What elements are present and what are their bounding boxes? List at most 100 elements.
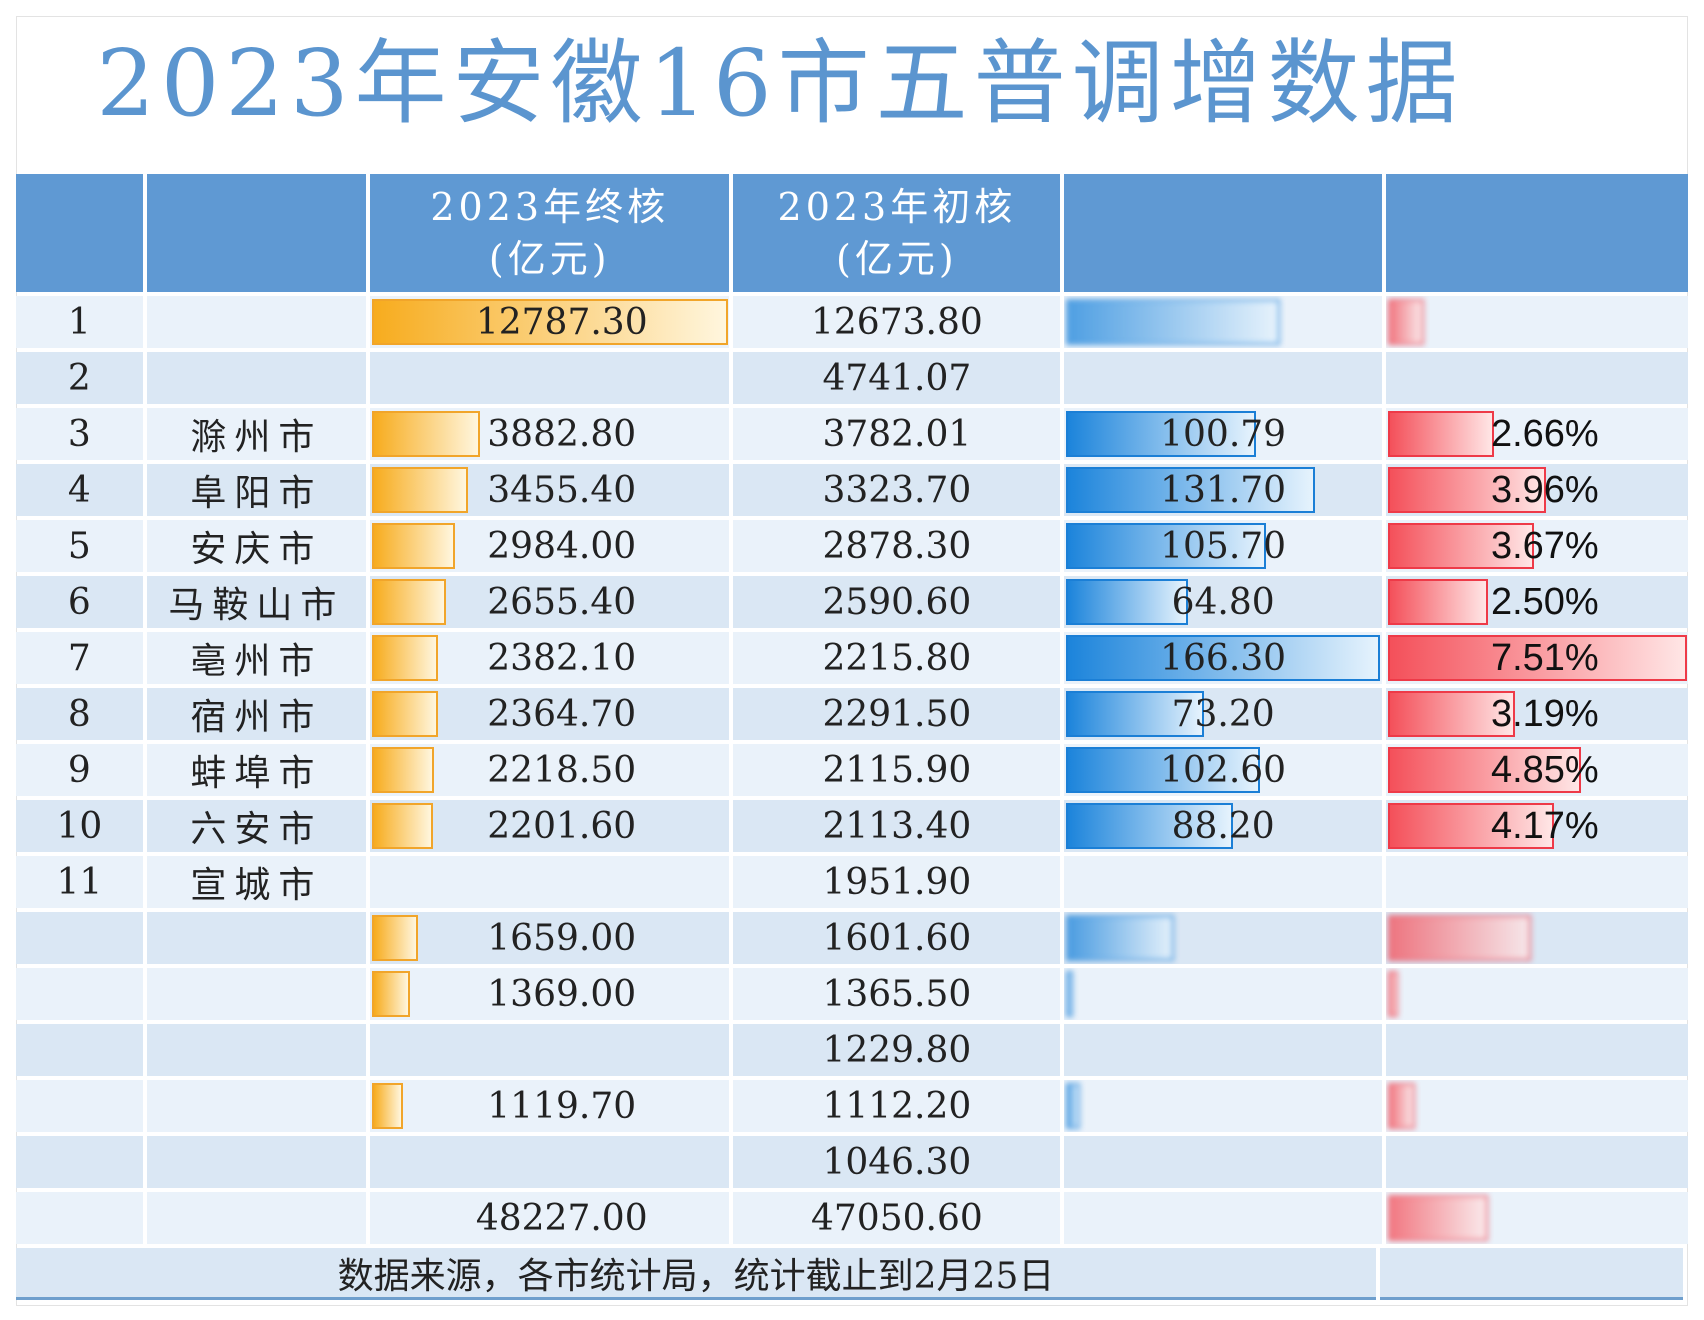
initial-value-cell: 1951.90: [733, 856, 1061, 908]
final-value-cell: [370, 856, 730, 908]
rank-cell: [16, 1024, 143, 1076]
city-cell: 宿州市: [146, 688, 367, 740]
rank-cell: 9: [16, 744, 143, 796]
rate-value-cell: [1385, 352, 1688, 404]
header-col-initial-line2: (亿元): [836, 237, 958, 281]
diff-value-cell: [1064, 912, 1382, 964]
final-value-cell-value: 3455.40: [487, 469, 637, 511]
final-bar: [372, 411, 481, 457]
initial-value-cell-value: 3323.70: [822, 469, 972, 511]
initial-value-cell: 1112.20: [733, 1080, 1061, 1132]
final-bar: [372, 747, 435, 793]
page-title: 2023年安徽16市五普调增数据: [96, 30, 1464, 137]
rank-cell: [16, 1080, 143, 1132]
diff-value-cell: 166.30: [1064, 632, 1382, 684]
final-bar: [372, 691, 439, 737]
rate-bar: [1387, 971, 1398, 1017]
rank-cell-value: 3: [67, 413, 91, 455]
rank-cell: 7: [16, 632, 143, 684]
diff-bar: [1066, 747, 1261, 793]
diff-value-cell: [1064, 1080, 1382, 1132]
final-bar: [372, 1083, 404, 1129]
rate-value-cell: 2.50%: [1385, 576, 1688, 628]
city-cell-value: 阜阳市: [190, 473, 323, 514]
initial-value-cell: 2590.60: [733, 576, 1061, 628]
city-cell: [146, 352, 367, 404]
rank-cell-value: 7: [67, 637, 91, 679]
final-value-cell-value: 3882.80: [487, 413, 637, 455]
rate-value-cell: 3.96%: [1385, 464, 1688, 516]
table-row: 1046.30: [16, 1136, 1688, 1188]
table-row: 48227.00 47050.60: [16, 1192, 1688, 1244]
rate-value-cell: 3.19%: [1385, 688, 1688, 740]
diff-value-cell: 100.79: [1064, 408, 1382, 460]
rank-cell: 3: [16, 408, 143, 460]
diff-value-cell: [1064, 352, 1382, 404]
final-value-cell-value: 2984.00: [487, 525, 637, 567]
table-header: 2023年终核 (亿元) 2023年初核 (亿元): [16, 174, 1688, 292]
table-row: 6 马鞍山市 2655.40 2590.60 64.80 2.50%: [16, 576, 1688, 628]
diff-value-cell: [1064, 1136, 1382, 1188]
rate-bar: [1387, 411, 1494, 457]
city-cell: 阜阳市: [146, 464, 367, 516]
header-col-final: 2023年终核 (亿元): [370, 174, 730, 292]
rate-value-cell: 4.85%: [1385, 744, 1688, 796]
rank-cell-value: 1: [67, 301, 91, 343]
final-bar: [372, 523, 456, 569]
rate-bar: [1387, 803, 1554, 849]
initial-value-cell-value: 2115.90: [822, 749, 972, 791]
diff-value-cell: 131.70: [1064, 464, 1382, 516]
final-bar: [372, 579, 447, 625]
initial-value-cell-value: 12673.80: [810, 301, 983, 343]
final-value-cell: 2655.40: [370, 576, 730, 628]
final-value-cell: 2201.60: [370, 800, 730, 852]
rate-bar: [1387, 1083, 1415, 1129]
rate-value-cell-value: 3.67%: [1490, 524, 1599, 567]
final-value-cell-value: 2201.60: [487, 805, 637, 847]
city-cell: 宣城市: [146, 856, 367, 908]
rank-cell: 1: [16, 296, 143, 348]
table-row: 11 宣城市 1951.90: [16, 856, 1688, 908]
city-cell: 安庆市: [146, 520, 367, 572]
city-cell-value: 安庆市: [190, 529, 323, 570]
rank-cell: 2: [16, 352, 143, 404]
city-cell: 蚌埠市: [146, 744, 367, 796]
initial-value-cell: 1229.80: [733, 1024, 1061, 1076]
rate-value-cell: 4.17%: [1385, 800, 1688, 852]
final-value-cell: 2364.70: [370, 688, 730, 740]
rate-value-cell-value: 3.96%: [1490, 468, 1599, 511]
diff-value-cell: [1064, 1024, 1382, 1076]
header-col-initial-line1: 2023年初核: [777, 185, 1017, 229]
initial-value-cell: 4741.07: [733, 352, 1061, 404]
rank-cell: 4: [16, 464, 143, 516]
diff-bar: [1066, 579, 1189, 625]
diff-value-cell-value: 88.20: [1171, 805, 1275, 847]
city-cell-value: 马鞍山市: [168, 585, 345, 626]
diff-bar: [1066, 1083, 1081, 1129]
initial-value-cell: 12673.80: [733, 296, 1061, 348]
final-value-cell: 1659.00: [370, 912, 730, 964]
rate-value-cell-value: 3.19%: [1490, 692, 1599, 735]
final-value-cell-value: 2382.10: [487, 637, 637, 679]
rate-value-cell: [1385, 296, 1688, 348]
table-footer: 数据来源，各市统计局，统计截止到2月25日: [16, 1248, 1688, 1300]
initial-value-cell-value: 3782.01: [822, 413, 972, 455]
diff-value-cell-value: 73.20: [1171, 693, 1275, 735]
city-cell: 马鞍山市: [146, 576, 367, 628]
table-row: 2 4741.07: [16, 352, 1688, 404]
diff-value-cell: 73.20: [1064, 688, 1382, 740]
table-row: 3 滁州市 3882.80 3782.01 100.79 2.66%: [16, 408, 1688, 460]
header-col-rate: [1385, 174, 1688, 292]
rank-cell: [16, 968, 143, 1020]
rate-value-cell: [1385, 1024, 1688, 1076]
initial-value-cell: 3782.01: [733, 408, 1061, 460]
header-col-diff: [1064, 174, 1382, 292]
final-value-cell: 48227.00: [370, 1192, 730, 1244]
diff-value-cell-value: 166.30: [1160, 637, 1287, 679]
initial-value-cell-value: 2590.60: [822, 581, 972, 623]
rank-cell: 11: [16, 856, 143, 908]
initial-value-cell-value: 4741.07: [822, 357, 972, 399]
initial-value-cell: 2215.80: [733, 632, 1061, 684]
rate-bar: [1387, 523, 1534, 569]
city-cell: [146, 912, 367, 964]
